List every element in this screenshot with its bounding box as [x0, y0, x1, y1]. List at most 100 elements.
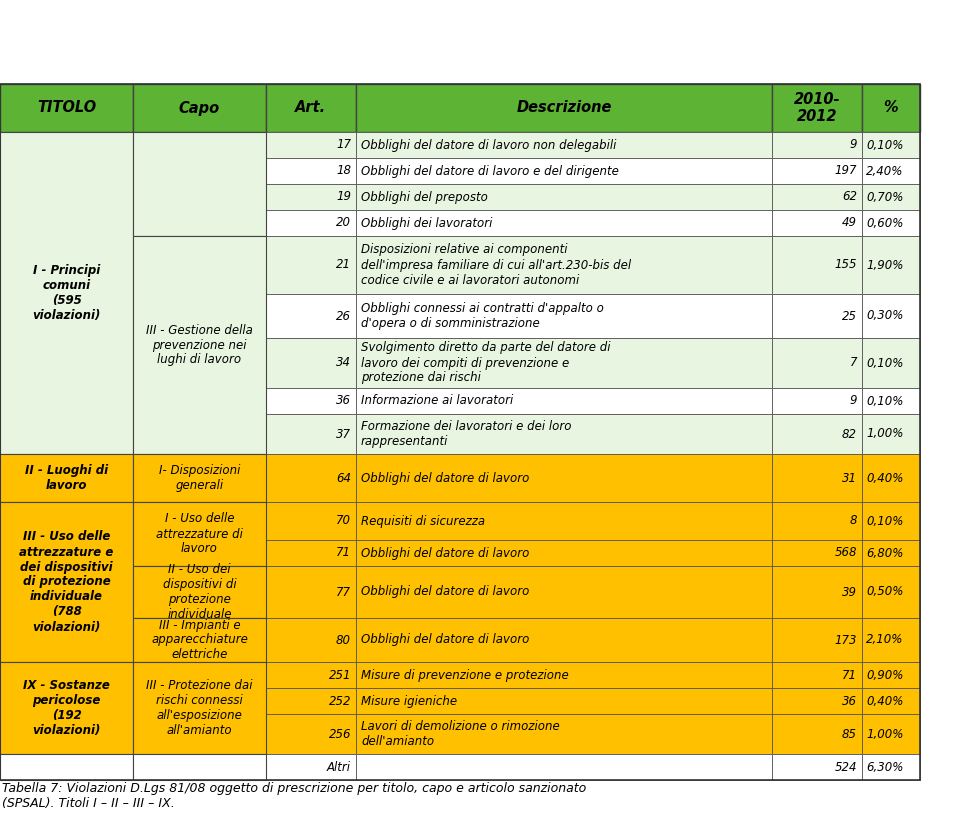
Bar	[133, 132, 266, 236]
Text: 21: 21	[336, 258, 351, 272]
Text: 0,90%: 0,90%	[866, 669, 903, 681]
Text: 7: 7	[850, 356, 857, 370]
Bar	[0, 454, 133, 502]
Bar	[862, 236, 920, 294]
Text: Obblighi del datore di lavoro: Obblighi del datore di lavoro	[361, 472, 529, 484]
Text: Obblighi del preposto: Obblighi del preposto	[361, 190, 488, 204]
Bar	[266, 210, 356, 236]
Bar	[356, 540, 772, 566]
Text: 1,00%: 1,00%	[866, 727, 903, 741]
Bar	[356, 688, 772, 714]
Bar	[356, 210, 772, 236]
Text: I- Disposizioni
generali: I- Disposizioni generali	[158, 464, 240, 492]
Bar	[133, 662, 266, 754]
Text: 49: 49	[842, 216, 857, 230]
Text: 20: 20	[336, 216, 351, 230]
Bar	[356, 388, 772, 414]
Bar	[266, 294, 356, 338]
Bar	[862, 132, 920, 158]
Text: 17: 17	[336, 138, 351, 152]
Bar	[862, 618, 920, 662]
Text: 0,50%: 0,50%	[866, 586, 903, 598]
Text: 26: 26	[336, 309, 351, 323]
Text: 251: 251	[328, 669, 351, 681]
Text: 80: 80	[336, 634, 351, 646]
Bar	[862, 388, 920, 414]
Text: Misure igieniche: Misure igieniche	[361, 695, 457, 707]
Text: 0,30%: 0,30%	[866, 309, 903, 323]
Bar	[266, 84, 356, 132]
Text: Obblighi del datore di lavoro: Obblighi del datore di lavoro	[361, 634, 529, 646]
Text: 9: 9	[850, 395, 857, 407]
Bar	[772, 540, 862, 566]
Text: 0,40%: 0,40%	[866, 695, 903, 707]
Bar	[772, 662, 862, 688]
Bar	[266, 688, 356, 714]
Bar	[356, 294, 772, 338]
Bar	[862, 84, 920, 132]
Text: 82: 82	[842, 427, 857, 441]
Text: Obblighi del datore di lavoro: Obblighi del datore di lavoro	[361, 546, 529, 560]
Text: 85: 85	[842, 727, 857, 741]
Bar	[0, 662, 133, 754]
Bar	[772, 236, 862, 294]
Bar	[133, 84, 266, 132]
Text: 2,40%: 2,40%	[866, 164, 903, 178]
Bar	[356, 502, 772, 540]
Bar	[862, 454, 920, 502]
Text: 34: 34	[336, 356, 351, 370]
Bar	[0, 502, 133, 662]
Bar	[133, 754, 266, 780]
Text: Capo: Capo	[179, 101, 220, 116]
Bar	[862, 714, 920, 754]
Text: 39: 39	[842, 586, 857, 598]
Text: 197: 197	[834, 164, 857, 178]
Text: 71: 71	[336, 546, 351, 560]
Text: 0,10%: 0,10%	[866, 138, 903, 152]
Bar	[0, 84, 920, 780]
Text: Disposizioni relative ai componenti
dell'impresa familiare di cui all'art.230-bi: Disposizioni relative ai componenti dell…	[361, 244, 631, 287]
Bar	[772, 388, 862, 414]
Text: III - Gestione della
prevenzione nei
lughi di lavoro: III - Gestione della prevenzione nei lug…	[146, 323, 252, 366]
Bar	[133, 236, 266, 454]
Text: 568: 568	[834, 546, 857, 560]
Bar	[133, 618, 266, 662]
Bar	[266, 236, 356, 294]
Text: 62: 62	[842, 190, 857, 204]
Text: 70: 70	[336, 515, 351, 527]
Bar	[133, 566, 266, 618]
Text: 0,10%: 0,10%	[866, 395, 903, 407]
Text: 1,90%: 1,90%	[866, 258, 903, 272]
Bar	[862, 414, 920, 454]
Text: III - Protezione dai
rischi connessi
all'esposizione
all'amianto: III - Protezione dai rischi connessi all…	[146, 679, 252, 737]
Text: 36: 36	[842, 695, 857, 707]
Text: 25: 25	[842, 309, 857, 323]
Text: Obblighi dei lavoratori: Obblighi dei lavoratori	[361, 216, 492, 230]
Text: 1,00%: 1,00%	[866, 427, 903, 441]
Text: Art.: Art.	[296, 101, 326, 116]
Bar	[772, 618, 862, 662]
Bar	[356, 184, 772, 210]
Text: 0,10%: 0,10%	[866, 356, 903, 370]
Text: 9: 9	[850, 138, 857, 152]
Bar	[0, 754, 133, 780]
Text: %: %	[884, 101, 899, 116]
Bar	[356, 414, 772, 454]
Bar	[772, 502, 862, 540]
Bar	[772, 210, 862, 236]
Bar	[772, 84, 862, 132]
Text: Obblighi del datore di lavoro: Obblighi del datore di lavoro	[361, 586, 529, 598]
Bar	[772, 414, 862, 454]
Text: Svolgimento diretto da parte del datore di
lavoro dei compiti di prevenzione e
p: Svolgimento diretto da parte del datore …	[361, 342, 611, 385]
Bar	[266, 662, 356, 688]
Bar	[862, 662, 920, 688]
Text: Lavori di demolizione o rimozione
dell'amianto: Lavori di demolizione o rimozione dell'a…	[361, 720, 560, 748]
Text: 252: 252	[328, 695, 351, 707]
Text: 155: 155	[834, 258, 857, 272]
Text: 36: 36	[336, 395, 351, 407]
Bar	[266, 388, 356, 414]
Text: 6,30%: 6,30%	[866, 761, 903, 773]
Bar	[266, 184, 356, 210]
Bar	[0, 132, 133, 454]
Bar	[356, 84, 772, 132]
